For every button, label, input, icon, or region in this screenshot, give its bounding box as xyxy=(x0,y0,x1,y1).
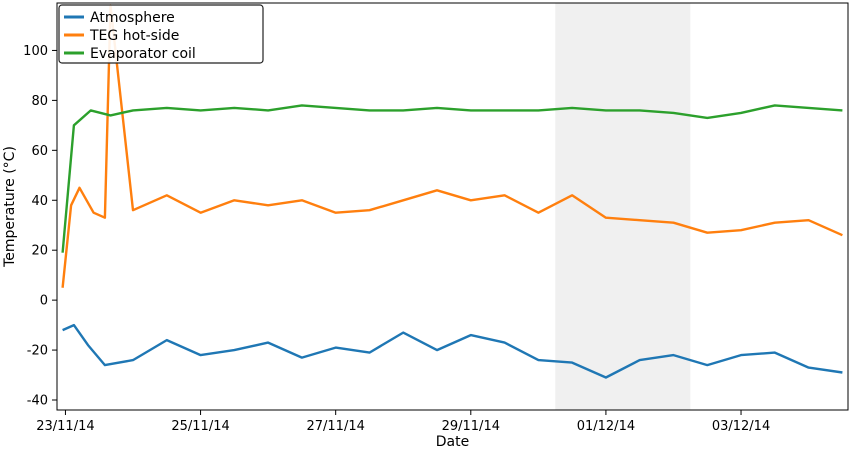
x-axis-title: Date xyxy=(436,434,469,449)
y-tick-label: 100 xyxy=(23,44,48,59)
x-tick-label: 03/12/14 xyxy=(712,419,770,434)
series-line-1 xyxy=(61,4,843,288)
y-tick-label: 80 xyxy=(31,94,48,109)
plot-frame xyxy=(56,2,849,411)
x-axis-ticks: 23/11/14 25/11/14 27/11/14 29/11/14 01/12/14… xyxy=(36,410,770,434)
series-line-2 xyxy=(61,104,843,253)
plot-area xyxy=(61,3,843,410)
y-tick-label: 20 xyxy=(31,244,48,259)
x-tick-label: 01/12/14 xyxy=(577,419,635,434)
legend-label: Evaporator coil xyxy=(90,46,196,62)
x-tick-label: 25/11/14 xyxy=(171,419,229,434)
y-tick-label: -20 xyxy=(27,344,48,359)
y-tick-label: 60 xyxy=(31,144,48,159)
x-tick-label: 23/11/14 xyxy=(36,419,94,434)
legend-label: TEG hot-side xyxy=(89,28,179,44)
legend-box xyxy=(58,4,264,64)
y-tick-label: 0 xyxy=(40,294,48,309)
shaded-period xyxy=(555,3,691,410)
legend-label: Atmosphere xyxy=(90,10,175,26)
x-tick-label: 29/11/14 xyxy=(442,419,500,434)
x-tick-label: 27/11/14 xyxy=(306,419,364,434)
y-tick-label: -40 xyxy=(27,394,48,409)
series-line-0 xyxy=(62,323,843,379)
legend: Atmosphere TEG hot-side Evaporator coil xyxy=(58,4,264,64)
y-tick-label: 40 xyxy=(31,194,48,209)
y-axis-title: Temperature (°C) xyxy=(2,146,18,268)
y-axis-ticks: -40 -20 0 20 40 60 80 100 xyxy=(23,44,57,409)
